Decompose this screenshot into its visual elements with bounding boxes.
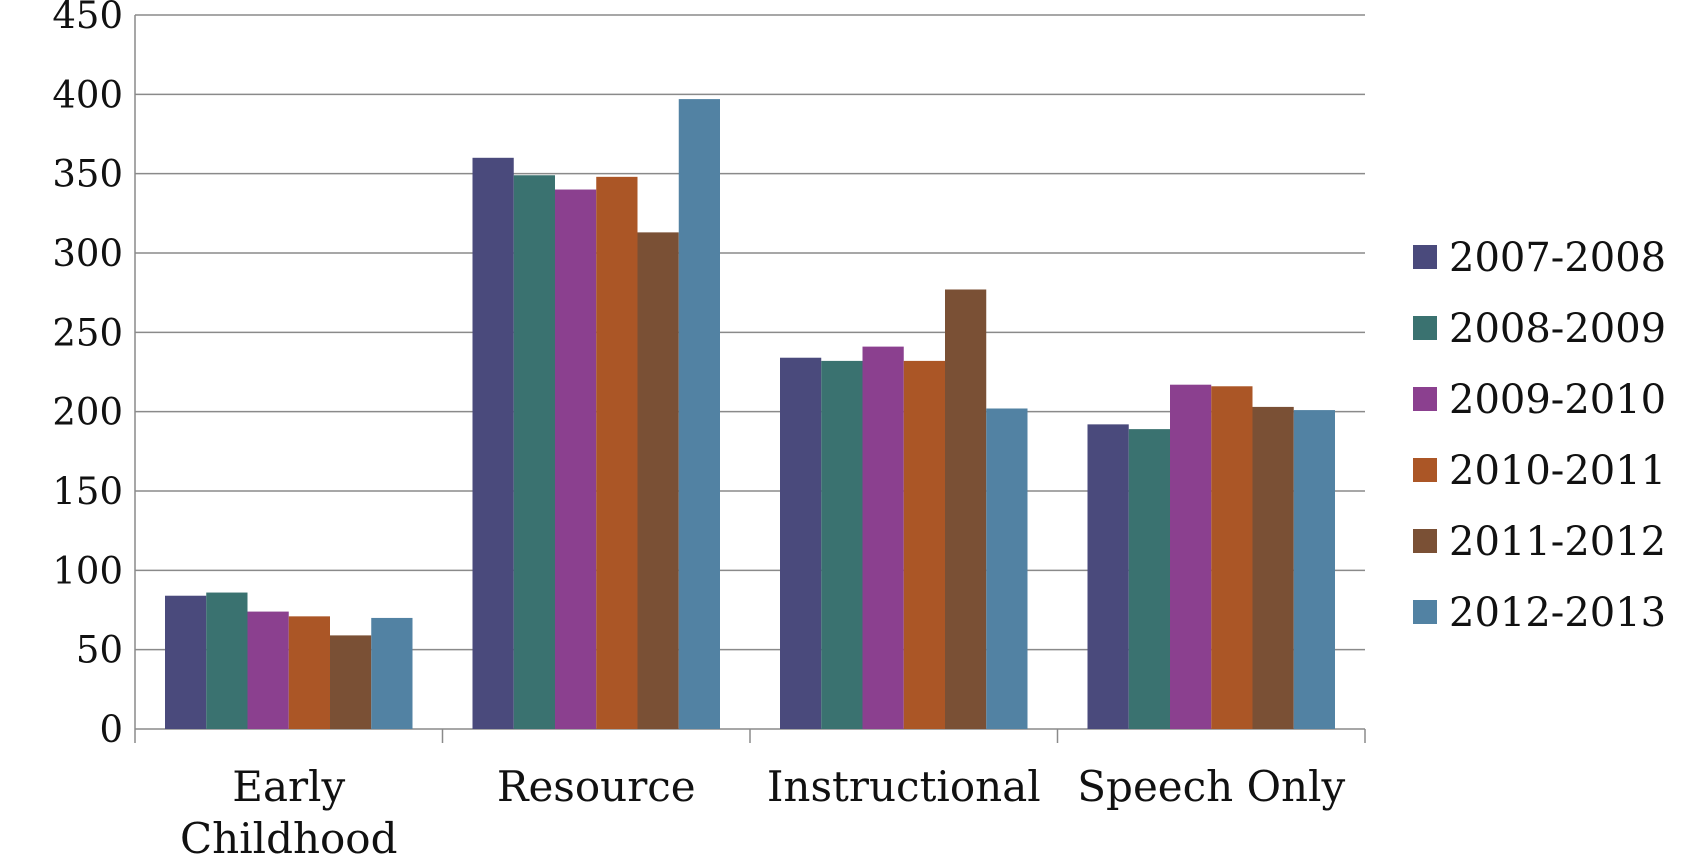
bar-2012-2013-3 — [1293, 410, 1335, 729]
bar-2010-2011-1 — [596, 176, 638, 730]
bar-2011-2012-0 — [330, 635, 372, 729]
legend-swatch — [1413, 316, 1437, 340]
legend-swatch — [1413, 458, 1437, 482]
bar-2011-2012-3 — [1252, 406, 1294, 729]
bar-2010-2011-3 — [1211, 386, 1253, 729]
legend-label: 2009-2010 — [1449, 377, 1666, 423]
x-category-label: Childhood — [180, 814, 397, 863]
y-tick-label: 150 — [52, 470, 123, 513]
bar-2009-2010-0 — [247, 611, 289, 729]
bar-2007-2008-2 — [780, 357, 822, 729]
legend-swatch — [1413, 245, 1437, 269]
legend-label: 2012-2013 — [1449, 590, 1666, 636]
legend-label: 2007-2008 — [1449, 235, 1666, 281]
legend-swatch — [1413, 529, 1437, 553]
legend-swatch — [1413, 387, 1437, 411]
bar-2011-2012-2 — [945, 289, 987, 729]
y-tick-label: 400 — [52, 73, 123, 116]
bar-2010-2011-0 — [288, 616, 330, 729]
y-tick-label: 250 — [52, 311, 123, 354]
bar-2009-2010-1 — [555, 189, 597, 730]
bar-2008-2009-3 — [1128, 429, 1170, 729]
x-category-label: Speech Only — [1077, 762, 1345, 811]
bar-2008-2009-2 — [821, 360, 863, 729]
y-tick-label: 200 — [52, 391, 123, 434]
legend-label: 2011-2012 — [1449, 519, 1666, 565]
x-category-label: Early — [232, 762, 345, 811]
legend-label: 2010-2011 — [1449, 448, 1666, 494]
bar-2011-2012-1 — [637, 232, 679, 729]
bar-2012-2013-2 — [986, 408, 1028, 729]
y-tick-label: 100 — [52, 549, 123, 592]
bar-2012-2013-1 — [678, 99, 720, 730]
bar-2008-2009-0 — [206, 592, 248, 729]
bar-2007-2008-1 — [472, 157, 514, 730]
bar-2007-2008-0 — [165, 595, 207, 729]
y-tick-label: 300 — [52, 232, 123, 275]
bar-2009-2010-3 — [1170, 384, 1212, 729]
x-category-label: Instructional — [767, 762, 1041, 811]
bar-2008-2009-1 — [513, 175, 555, 730]
bar-2012-2013-0 — [371, 617, 413, 729]
y-tick-label: 0 — [99, 708, 123, 751]
bar-2010-2011-2 — [903, 360, 945, 729]
y-tick-label: 450 — [52, 0, 123, 37]
x-category-label: Resource — [497, 762, 696, 811]
y-tick-label: 50 — [76, 629, 123, 672]
bar-2009-2010-2 — [862, 346, 904, 729]
y-tick-label: 350 — [52, 153, 123, 196]
bar-2007-2008-3 — [1087, 424, 1129, 729]
legend-label: 2008-2009 — [1449, 306, 1666, 352]
legend-swatch — [1413, 600, 1437, 624]
